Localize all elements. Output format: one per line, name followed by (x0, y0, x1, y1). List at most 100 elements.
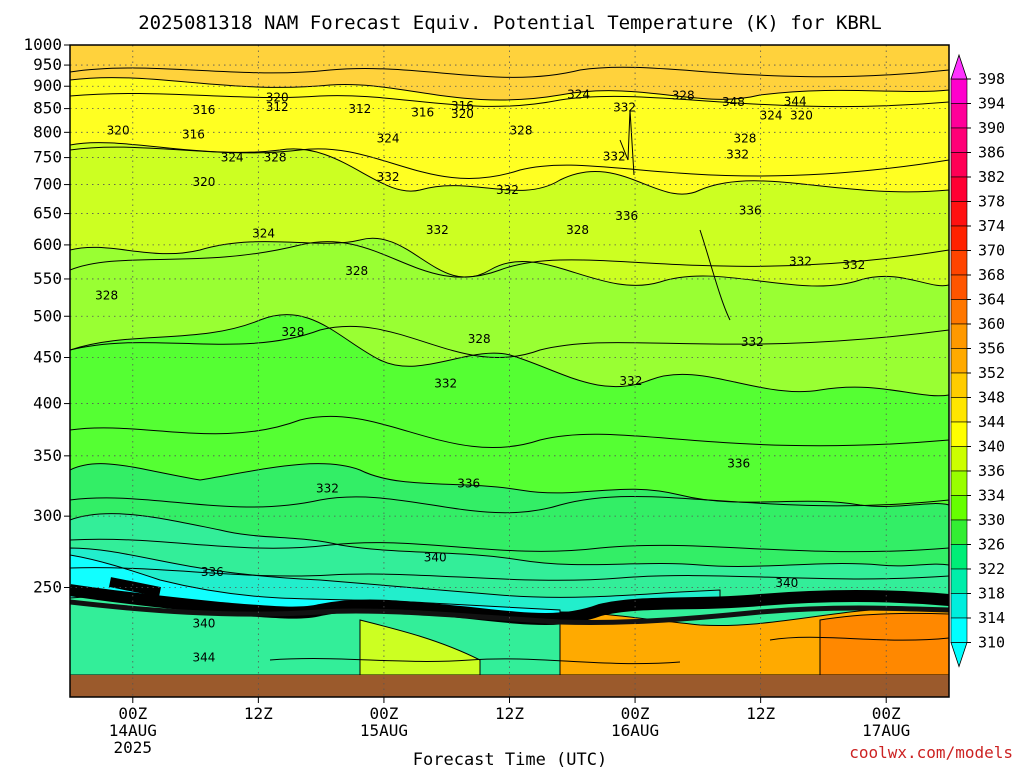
contour-label-348: 348 (722, 95, 745, 109)
colorbar-label-310: 310 (978, 634, 1005, 652)
contour-label-344: 344 (192, 651, 215, 665)
colorbar-bin (950, 568, 968, 594)
colorbar-label-314: 314 (978, 609, 1005, 627)
colorbar-bin (950, 299, 968, 325)
x-tick-label: 15AUG (360, 721, 408, 740)
colorbar-label-334: 334 (978, 487, 1005, 505)
colorbar-bin (950, 103, 968, 129)
x-tick-label: 12Z (746, 704, 775, 723)
colorbar-label-364: 364 (978, 291, 1005, 309)
colorbar-label-374: 374 (978, 217, 1005, 235)
contour-label-332: 332 (496, 183, 519, 197)
credit-link[interactable]: coolwx.com/models (849, 743, 1013, 762)
contour-lines (70, 66, 949, 665)
colorbar-label-386: 386 (978, 144, 1005, 162)
contour-label-328: 328 (733, 132, 756, 146)
y-tick-label-800: 800 (33, 122, 62, 141)
contour-label-340: 340 (192, 617, 215, 631)
contour-label-336: 336 (457, 477, 480, 491)
contour-label-340: 340 (775, 576, 798, 590)
y-tick-label-650: 650 (33, 204, 62, 223)
contour-label-316: 316 (192, 103, 215, 117)
colorbar-top-arrow (950, 53, 968, 80)
ground-below-surface (70, 675, 949, 697)
contour-label-324: 324 (252, 226, 275, 240)
colorbar-label-326: 326 (978, 536, 1005, 554)
grid-lines (70, 44, 949, 697)
colorbar-label-398: 398 (978, 70, 1005, 88)
colorbar-bin (950, 152, 968, 178)
x-tick-label: 2025 (114, 738, 153, 757)
colorbar-bin (950, 617, 968, 643)
x-tick-label: 14AUG (109, 721, 157, 740)
contour-label-328: 328 (468, 332, 491, 346)
contour-label-324: 324 (567, 88, 590, 102)
contour-label-336: 336 (201, 565, 224, 579)
contour-label-332: 332 (726, 147, 749, 161)
colorbar-label-318: 318 (978, 585, 1005, 603)
y-axis: 250 300 350 400 450 500 550 600 650 700 750 800 850 9… (23, 35, 70, 597)
colorbar-bin (950, 225, 968, 251)
colorbar-bin (950, 323, 968, 349)
y-tick-label-1000: 1000 (23, 35, 62, 54)
colorbar-bin (950, 78, 968, 104)
colorbar-bin (950, 348, 968, 374)
x-tick-label: 00Z (369, 704, 398, 723)
contour-label-344: 344 (784, 94, 807, 108)
y-tick-label-900: 900 (33, 76, 62, 95)
colorbar-bin (950, 446, 968, 472)
colorbar-bottom-arrow (950, 642, 968, 668)
contour-label-332: 332 (741, 335, 764, 349)
contour-label-320: 320 (451, 107, 474, 121)
contour-label-328: 328 (566, 223, 589, 237)
x-tick-label: 00Z (872, 704, 901, 723)
colorbar-bin (950, 127, 968, 153)
contour-label-332: 332 (613, 101, 636, 115)
hot-surface-layer (819, 612, 949, 675)
contour-label-324: 324 (377, 132, 400, 146)
colorbar-label-348: 348 (978, 389, 1005, 407)
x-tick-label: 00Z (118, 704, 147, 723)
colorbar-label-330: 330 (978, 511, 1005, 529)
y-tick-label-300: 300 (33, 506, 62, 525)
x-tick-label: 12Z (495, 704, 524, 723)
contour-label-332: 332 (789, 255, 812, 269)
colorbar-label-352: 352 (978, 364, 1005, 382)
y-tick-label-750: 750 (33, 148, 62, 167)
contour-label-332: 332 (619, 374, 642, 388)
contour-label-328: 328 (672, 88, 695, 102)
colorbar-label-378: 378 (978, 193, 1005, 211)
contour-label-332: 332 (426, 223, 449, 237)
colorbar-bin (950, 372, 968, 398)
contour-label-336: 336 (739, 204, 762, 218)
y-tick-label-450: 450 (33, 347, 62, 366)
contour-label-328: 328 (281, 325, 304, 339)
colorbar-label-336: 336 (978, 462, 1005, 480)
contour-label-328: 328 (95, 289, 118, 303)
contour-label-320: 320 (790, 109, 813, 123)
contour-label-324: 324 (760, 109, 783, 123)
temperature-inversion-band (70, 577, 949, 625)
y-tick-label-850: 850 (33, 99, 62, 118)
x-axis-label: Forecast Time (UTC) (413, 750, 607, 768)
chart-title: 2025081318 NAM Forecast Equiv. Potential… (138, 12, 882, 34)
contour-label-328: 328 (345, 264, 368, 278)
colorbar-label-340: 340 (978, 438, 1005, 456)
x-tick-label: 17AUG (862, 721, 910, 740)
x-tick-label: 12Z (244, 704, 273, 723)
y-tick-label-700: 700 (33, 175, 62, 194)
contour-label-340: 340 (424, 550, 447, 564)
contour-label-316: 316 (182, 127, 205, 141)
y-tick-label-600: 600 (33, 235, 62, 254)
colorbar: 398 394 390 386 382 378 374 370 368 364 360 356 352 3… (950, 53, 1005, 668)
colorbar-label-368: 368 (978, 266, 1005, 284)
contour-label-328: 328 (264, 151, 287, 165)
y-tick-label-500: 500 (33, 306, 62, 325)
y-tick-label-250: 250 (33, 578, 62, 597)
colorbar-bin (950, 176, 968, 202)
colorbar-label-370: 370 (978, 242, 1005, 260)
contour-label-336: 336 (615, 209, 638, 223)
colorbar-bin (950, 495, 968, 521)
contour-label-332: 332 (842, 258, 865, 272)
